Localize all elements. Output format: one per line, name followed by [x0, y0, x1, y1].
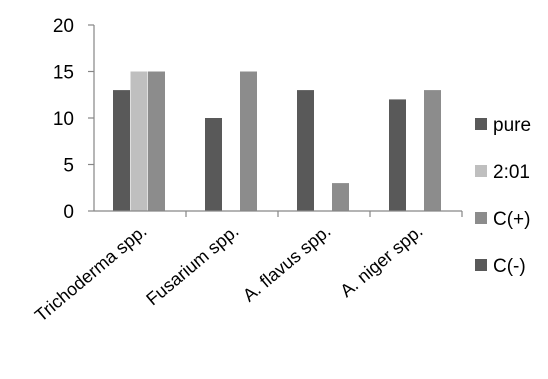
- x-category-label: Trichoderma spp.: [31, 221, 151, 326]
- legend-swatch: [475, 212, 487, 224]
- y-tick-label: 5: [63, 156, 74, 177]
- y-ticks-group: 0 5 10 15 20: [53, 16, 94, 223]
- legend-label: pure: [493, 115, 531, 136]
- legend-swatch: [475, 165, 487, 177]
- bar-C-0: [148, 71, 165, 211]
- legend-swatch: [475, 118, 487, 130]
- legend-label: 2:01: [493, 162, 530, 183]
- bar-pure-3: [389, 99, 406, 211]
- legend-swatch: [475, 259, 487, 271]
- bar-pure-1: [205, 118, 222, 211]
- legend-label: C(-): [493, 256, 526, 277]
- x-category-label: Fusarium spp.: [142, 221, 242, 310]
- bar-201-0: [130, 71, 148, 211]
- legend-label: C(+): [493, 209, 530, 230]
- bar-C-2: [332, 183, 349, 211]
- bar-pure-2: [297, 90, 314, 211]
- y-tick-label: 20: [53, 16, 74, 37]
- bars-group: [113, 71, 441, 211]
- x-categories-group: Trichoderma spp.Fusarium spp.A. flavus s…: [31, 221, 427, 326]
- legend: pure 2:01 C(+) C(-): [475, 115, 531, 277]
- y-tick-label: 15: [53, 63, 74, 84]
- x-category-label: A. niger spp.: [336, 221, 426, 301]
- y-tick-label: 10: [53, 109, 74, 130]
- y-tick-label: 0: [63, 202, 74, 223]
- bar-C-3: [424, 90, 441, 211]
- x-category-label: A. flavus spp.: [239, 221, 335, 306]
- bar-pure-0: [113, 90, 130, 211]
- bar-C-1: [240, 71, 257, 211]
